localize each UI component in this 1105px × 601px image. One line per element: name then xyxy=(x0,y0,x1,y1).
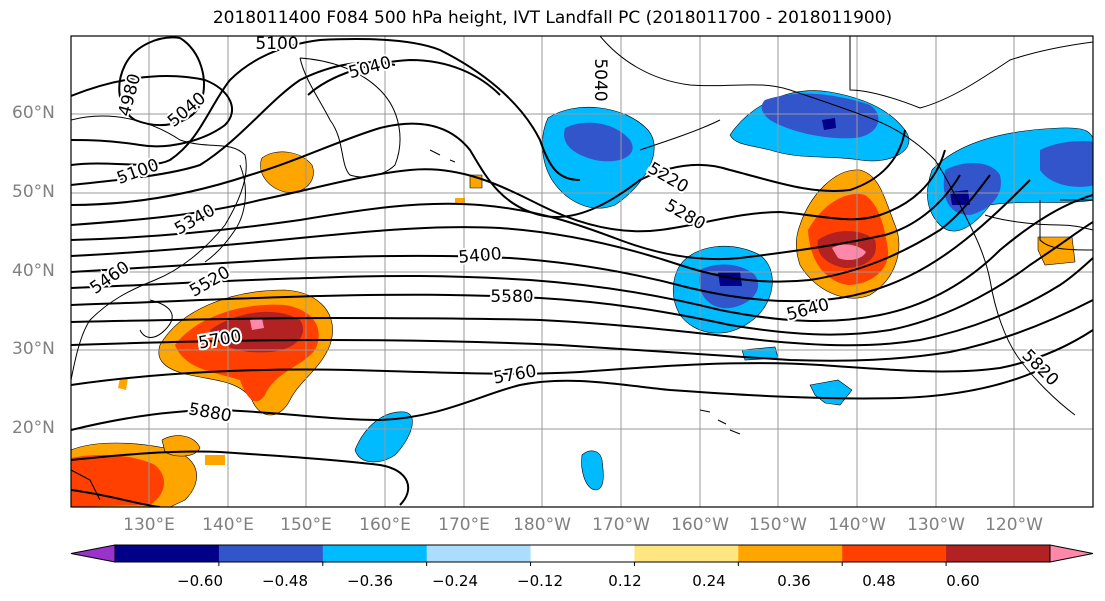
lon-label-160w: 160°W xyxy=(671,515,729,535)
contour-label: 5520 xyxy=(186,263,233,302)
colorbar-segment xyxy=(530,545,635,562)
colorbar-tick-label: −0.24 xyxy=(432,572,478,590)
colorbar-tick-label: −0.12 xyxy=(517,572,563,590)
colorbar-segment xyxy=(115,545,220,562)
colorbar-segment xyxy=(842,545,947,562)
colorbar-tick-label: 0.12 xyxy=(608,572,642,590)
coastlines xyxy=(71,36,1093,501)
colorbar-extend-max xyxy=(1049,544,1094,563)
height-contours xyxy=(71,36,1093,507)
lon-label-150e: 150°E xyxy=(280,515,332,535)
lat-label-40n: 40°N xyxy=(12,261,55,281)
contour-label: 5040 xyxy=(590,58,610,101)
colorbar-tick-label: −0.48 xyxy=(262,572,308,590)
lon-label-180w: 180°W xyxy=(513,515,571,535)
lon-label-130w: 130°W xyxy=(907,515,965,535)
colorbar-tick-label: −0.60 xyxy=(177,572,223,590)
colorbar-segment xyxy=(634,545,739,562)
contour-label: 5340 xyxy=(171,201,218,240)
map-gridlines xyxy=(71,36,1093,507)
contour-label: 5760 xyxy=(492,361,538,388)
contour-label: 5460 xyxy=(87,257,134,298)
colorbar-tick-label: 0.48 xyxy=(862,572,896,590)
lat-label-20n: 20°N xyxy=(12,418,55,438)
map-frame xyxy=(70,35,1094,508)
lon-label-170e: 170°E xyxy=(438,515,490,535)
colorbar-segment xyxy=(218,545,324,562)
contour-label: 5220 xyxy=(644,159,691,198)
colorbar-frame xyxy=(114,544,1051,563)
contour-label: 5400 xyxy=(458,244,503,268)
lat-label-60n: 60°N xyxy=(12,103,55,123)
colorbar-segment xyxy=(426,545,532,562)
lon-label-130e: 130°E xyxy=(123,515,175,535)
lon-label-140w: 140°W xyxy=(828,515,886,535)
lon-label-160e: 160°E xyxy=(359,515,411,535)
contour-label: 5880 xyxy=(187,399,233,426)
colorbar-tick-label: −0.36 xyxy=(347,572,393,590)
colorbar-tick-label: 0.24 xyxy=(692,572,726,590)
colorbar-segment xyxy=(946,545,1051,562)
lon-label-140e: 140°E xyxy=(202,515,254,535)
colorbar-segment xyxy=(322,545,428,562)
lat-label-30n: 30°N xyxy=(12,339,55,359)
colorbar xyxy=(70,544,1094,566)
colorbar-extend-min xyxy=(70,544,116,563)
lon-label-150w: 150°W xyxy=(749,515,807,535)
colorbar-segment xyxy=(738,545,843,562)
lon-label-120w: 120°W xyxy=(985,515,1043,535)
contour-label: 5100 xyxy=(255,34,298,54)
colorbar-tick-label: 0.36 xyxy=(777,572,811,590)
colorbar-tick-label: 0.60 xyxy=(946,572,980,590)
contour-label: 5100 xyxy=(114,155,161,189)
map-title: 2018011400 F084 500 hPa height, IVT Land… xyxy=(212,8,893,28)
contour-label: 5580 xyxy=(490,287,533,307)
contour-label: 5040 xyxy=(347,53,394,84)
lon-label-170w: 170°W xyxy=(592,515,650,535)
ivt-shading xyxy=(71,90,1093,507)
lat-label-50n: 50°N xyxy=(12,182,55,202)
